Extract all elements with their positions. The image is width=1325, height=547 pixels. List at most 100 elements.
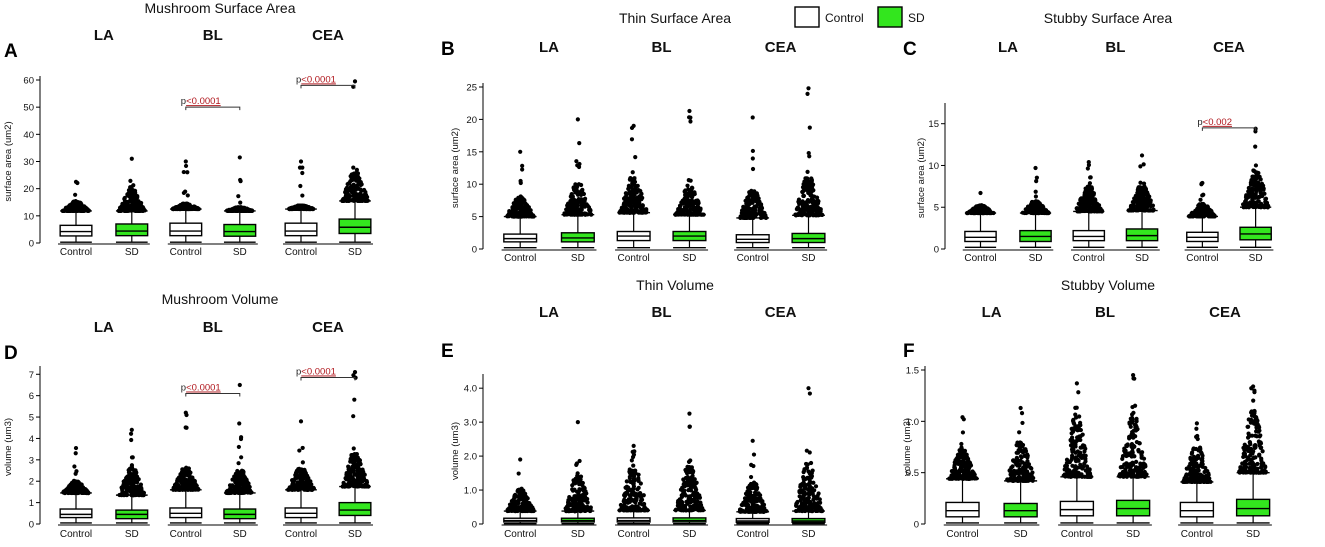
outlier-point [352,79,358,84]
outlier-point [569,508,574,513]
outlier-point [628,204,634,209]
outlier-point [131,183,136,188]
x-category-label: SD [683,253,697,264]
outlier-point [129,156,134,161]
pvalue-number: <0.0001 [301,74,336,85]
outlier-point [576,164,582,170]
outlier-point [630,170,635,175]
outlier-point [129,427,134,432]
outlier-point [686,468,691,473]
outlier-point [305,480,310,485]
outlier-point [1252,177,1257,182]
x-category-label: Control [504,529,536,540]
y-tick-label: 20 [23,184,34,195]
outlier-point [73,199,78,204]
outlier-point [639,197,644,202]
outlier-point [741,204,746,209]
pvalue-number: <0.0001 [186,96,221,107]
chart-title: Thin Volume [636,277,714,293]
outlier-point [577,501,582,506]
outlier-point [518,149,523,154]
outlier-point [1250,197,1255,202]
outlier-point [626,497,631,502]
box-la-sd [560,117,595,249]
outlier-point [1025,204,1031,209]
outlier-point [688,119,693,124]
outlier-point [129,463,135,468]
outlier-point [750,115,755,120]
outlier-point [1148,199,1153,205]
outlier-point [750,166,756,172]
outlier-point [748,191,753,196]
outlier-point [1139,153,1145,158]
outlier-point [572,487,577,493]
outlier-point [190,476,195,482]
outlier-point [639,497,645,502]
box-bl-control [1072,160,1106,249]
outlier-point [751,206,756,211]
outlier-point [630,449,635,454]
box-iqr [1072,229,1106,242]
outlier-point [565,500,571,505]
x-category-label: SD [802,253,816,264]
outlier-point [688,458,693,463]
y-tick-label: 3.0 [464,418,477,429]
outlier-point [1148,203,1154,208]
group-label-la: LA [94,319,114,336]
outlier-point [296,466,301,472]
panel-letter: E [441,341,454,362]
outlier-point [762,210,767,216]
outlier-point [635,183,640,188]
outlier-point [351,457,357,463]
outlier-point [135,480,140,485]
y-tick-label: 4.0 [464,384,477,395]
outlier-point [1079,196,1084,201]
outlier-point [758,203,763,208]
y-tick-label: 50 [23,103,34,114]
outlier-point [1032,202,1037,207]
significance-bracket [1201,127,1257,131]
outlier-point [1033,194,1039,199]
outlier-point [809,197,814,202]
outlier-point [567,495,572,500]
outlier-point [238,200,243,205]
outlier-point [806,150,811,156]
outlier-point [520,502,526,507]
outlier-point [512,207,517,212]
box-bl-sd [672,108,707,249]
outlier-point [689,488,694,493]
box-la-control [59,445,93,524]
outlier-point [691,204,696,210]
outlier-point [685,183,690,188]
outlier-point [987,208,993,213]
outlier-point [354,167,360,172]
pvalue-text: p<0.002 [1197,117,1232,128]
outlier-point [345,181,350,187]
outlier-point [352,370,358,375]
box-iqr [59,508,93,519]
box-cea-control [284,159,318,243]
outlier-point [185,193,190,198]
y-tick-label: 2.0 [464,452,477,463]
outlier-point [516,471,521,476]
x-category-label: SD [571,253,585,264]
box-la-sd [115,427,149,524]
legend-label-control: Control [825,11,864,25]
outlier-point [623,485,628,490]
outlier-point [1138,180,1143,185]
outlier-point [750,148,755,154]
outlier-point [136,203,141,208]
outlier-point [1255,172,1260,178]
outlier-point [519,486,524,491]
outlier-point [641,209,646,215]
outlier-point [128,431,134,436]
outlier-point [522,204,527,209]
outlier-point [298,183,303,189]
outlier-point [300,193,305,198]
outlier-point [183,163,189,169]
outlier-point [1253,163,1259,168]
box-cea-control [735,115,770,249]
box-bl-sd [223,155,257,243]
outlier-point [181,469,186,474]
outlier-point [240,480,245,485]
